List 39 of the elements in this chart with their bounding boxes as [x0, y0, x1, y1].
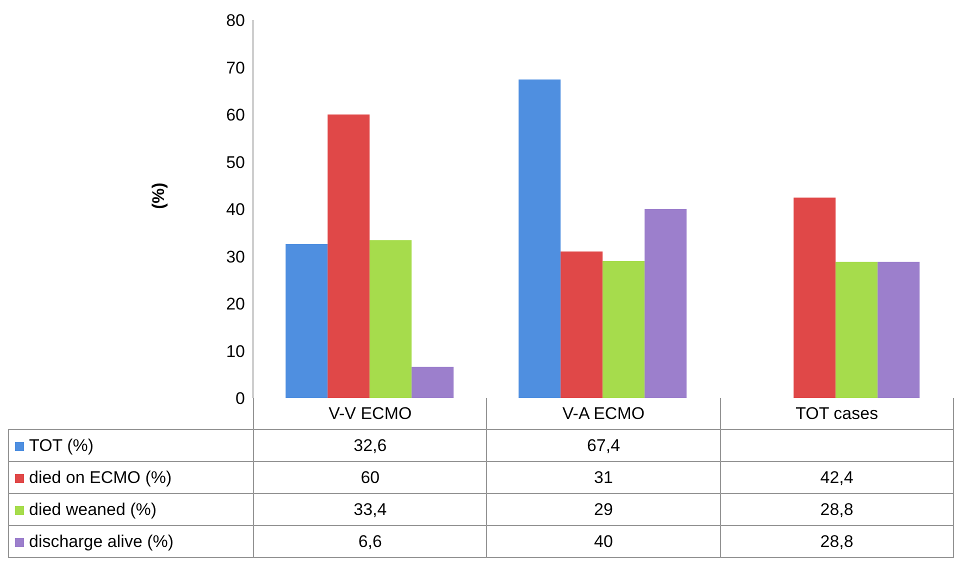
legend-label: discharge alive (%)	[28, 532, 174, 550]
data-label: 29	[486, 494, 720, 526]
data-label: 28,8	[720, 494, 954, 526]
bar	[794, 198, 836, 398]
legend-label: TOT (%)	[28, 436, 94, 454]
data-label: 40	[486, 526, 720, 558]
y-tick-label: 80	[226, 11, 245, 30]
x-tick-label: V-V ECMO	[254, 398, 487, 430]
bar	[560, 252, 603, 398]
y-tick-label: 0	[236, 389, 245, 408]
data-label: 33,4	[254, 494, 487, 526]
data-label: 60	[254, 462, 487, 494]
x-tick-label: V-A ECMO	[486, 398, 720, 430]
data-label: 42,4	[720, 462, 954, 494]
bar	[836, 262, 878, 398]
bar	[644, 209, 687, 398]
x-tick-label: TOT cases	[720, 398, 954, 430]
bar	[412, 366, 454, 398]
legend-label: died on ECMO (%)	[28, 468, 172, 486]
y-axis-title: (%)	[149, 182, 168, 209]
bar	[286, 244, 328, 398]
bar	[878, 262, 920, 398]
y-tick-label: 60	[226, 106, 245, 125]
bar	[370, 240, 412, 398]
y-tick-label: 30	[226, 247, 245, 266]
bar	[518, 80, 561, 398]
data-label: 6,6	[254, 526, 487, 558]
y-tick-label: 70	[226, 58, 245, 78]
legend-label: died weaned (%)	[28, 500, 157, 518]
data-label: 67,4	[486, 430, 720, 462]
y-tick-label: 20	[226, 294, 245, 314]
bar	[328, 114, 370, 398]
bar	[602, 260, 645, 398]
y-tick-label: 10	[226, 342, 245, 361]
data-label: 31	[486, 462, 720, 494]
data-label: 32,6	[254, 430, 487, 462]
y-tick-label: 40	[226, 200, 245, 220]
data-label: 28,8	[720, 526, 954, 558]
y-tick-label: 50	[226, 152, 245, 172]
